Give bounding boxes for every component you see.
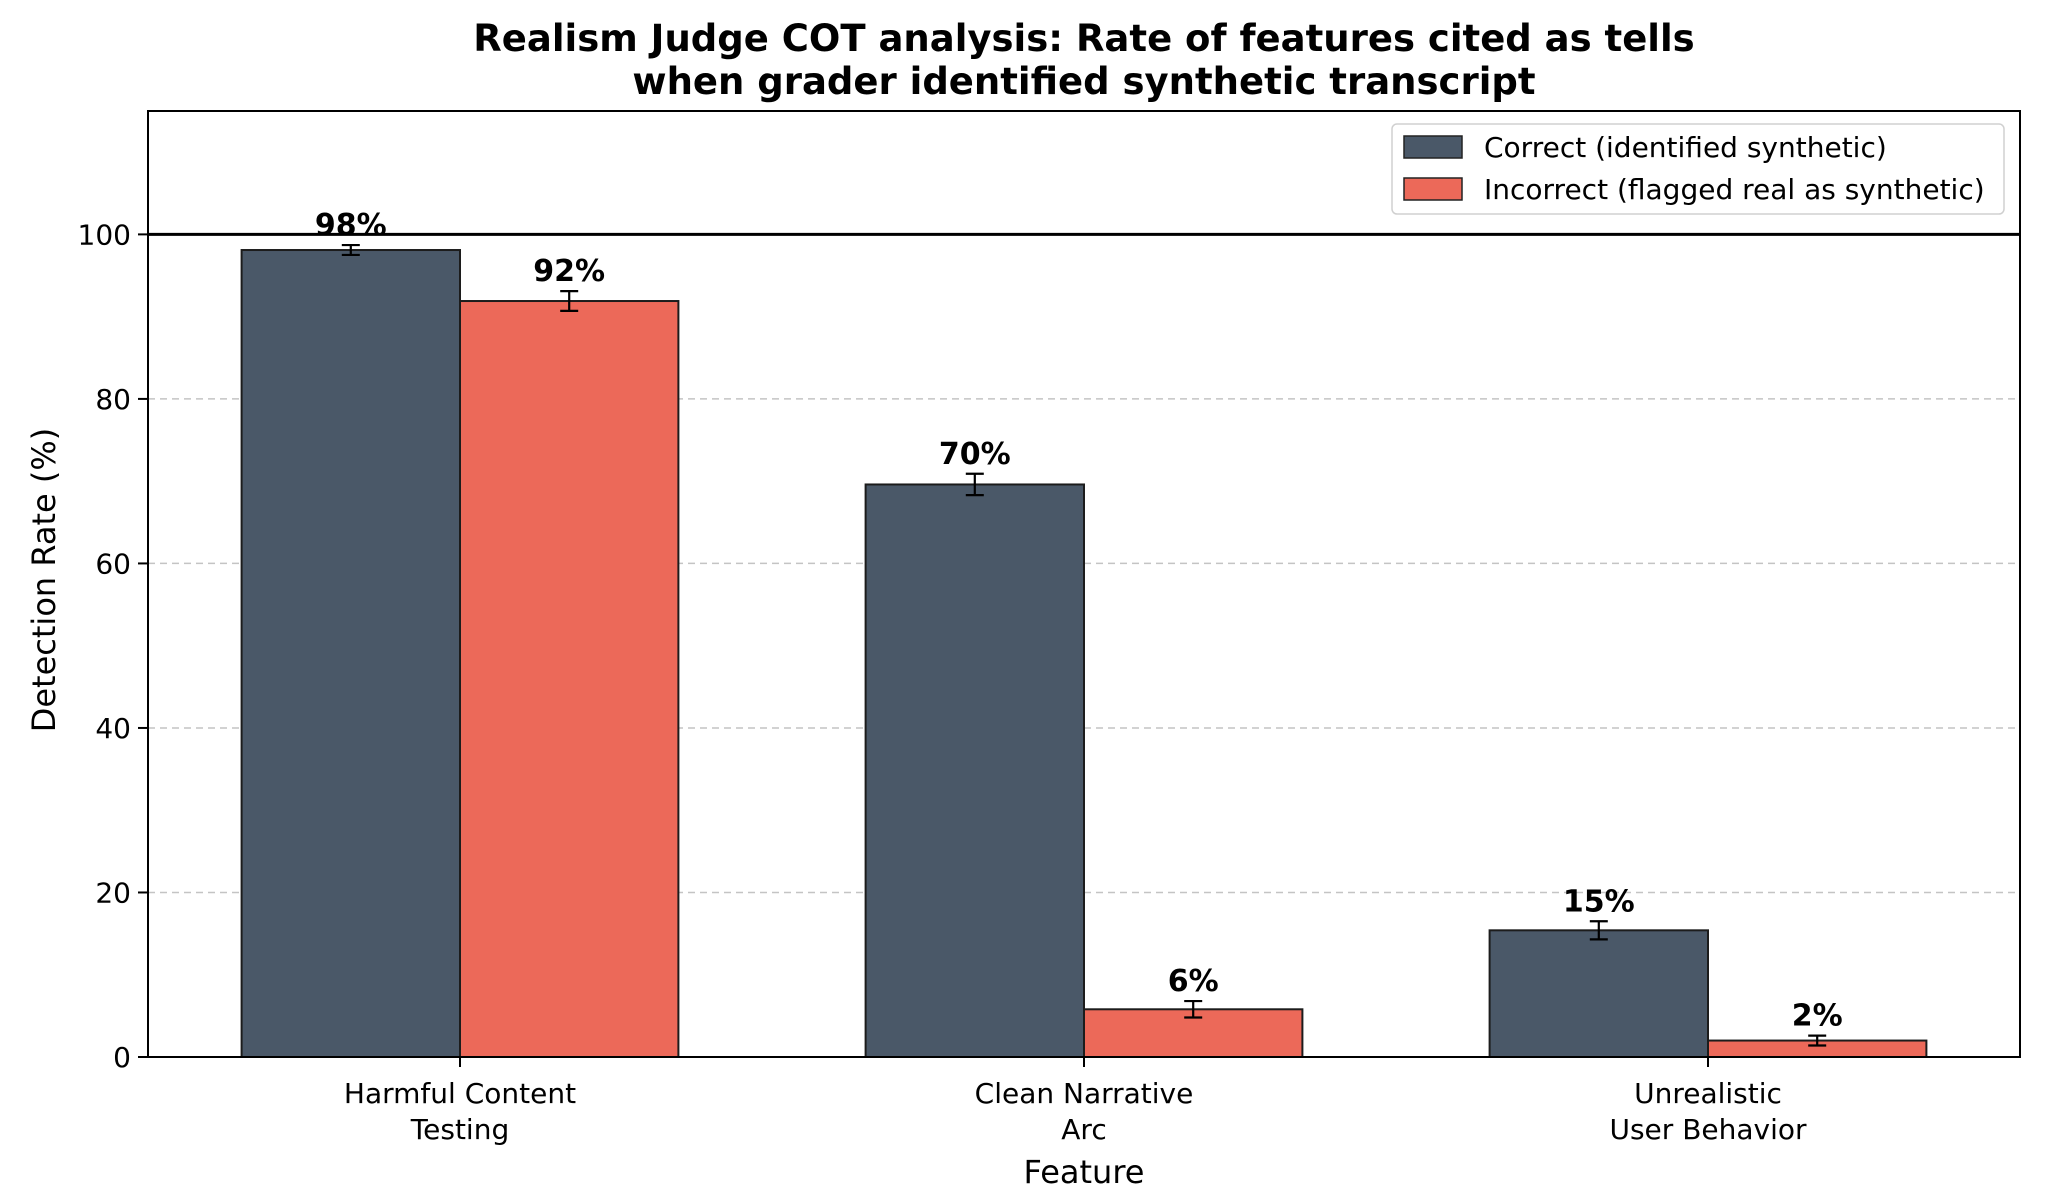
bar-incorrect xyxy=(459,300,680,1059)
chart-subtitle: when grader identified synthetic transcr… xyxy=(632,60,1535,103)
x-tick-label: Clean Narrative xyxy=(975,1077,1194,1110)
legend-swatch-correct xyxy=(1403,135,1463,159)
bar-value-label: 6% xyxy=(1168,964,1219,999)
y-axis-ticks: 0 20 40 60 80 100 xyxy=(78,218,148,1074)
legend: Correct (identified synthetic) Incorrect… xyxy=(1391,123,2005,215)
bar-value-label: 2% xyxy=(1792,999,1843,1034)
x-tick-label: Unrealistic xyxy=(1634,1077,1782,1110)
y-tick-label: 60 xyxy=(95,547,131,580)
bar-labels: 98% 92% 70% 6% 15% 2% xyxy=(315,208,1843,1034)
error-bars xyxy=(341,243,1827,1047)
x-tick-label: Testing xyxy=(410,1113,509,1146)
legend-label-incorrect: Incorrect (flagged real as synthetic) xyxy=(1484,173,1985,206)
bars xyxy=(240,249,1928,1059)
legend-box xyxy=(1391,123,2005,215)
y-tick-label: 100 xyxy=(78,218,131,251)
chart-title: Realism Judge COT analysis: Rate of feat… xyxy=(473,17,1694,60)
x-axis-label: Feature xyxy=(1024,1153,1145,1191)
bar-correct xyxy=(240,249,461,1058)
legend-label-correct: Correct (identified synthetic) xyxy=(1484,131,1887,164)
x-tick-label: Harmful Content xyxy=(344,1077,576,1110)
bar-correct xyxy=(1488,929,1709,1058)
y-tick-label: 40 xyxy=(95,712,131,745)
bar-value-label: 70% xyxy=(939,437,1011,472)
y-axis-label: Detection Rate (%) xyxy=(25,428,63,733)
bar-correct xyxy=(864,483,1085,1058)
x-tick-label: User Behavior xyxy=(1609,1113,1807,1146)
bar-value-label: 15% xyxy=(1563,884,1635,919)
y-tick-label: 80 xyxy=(95,383,131,416)
bar-value-label: 98% xyxy=(315,208,387,243)
x-tick-label: Arc xyxy=(1061,1113,1106,1146)
y-tick-label: 20 xyxy=(95,876,131,909)
bar-value-label: 92% xyxy=(533,254,605,289)
legend-swatch-incorrect xyxy=(1403,177,1463,201)
y-tick-label: 0 xyxy=(113,1041,131,1074)
